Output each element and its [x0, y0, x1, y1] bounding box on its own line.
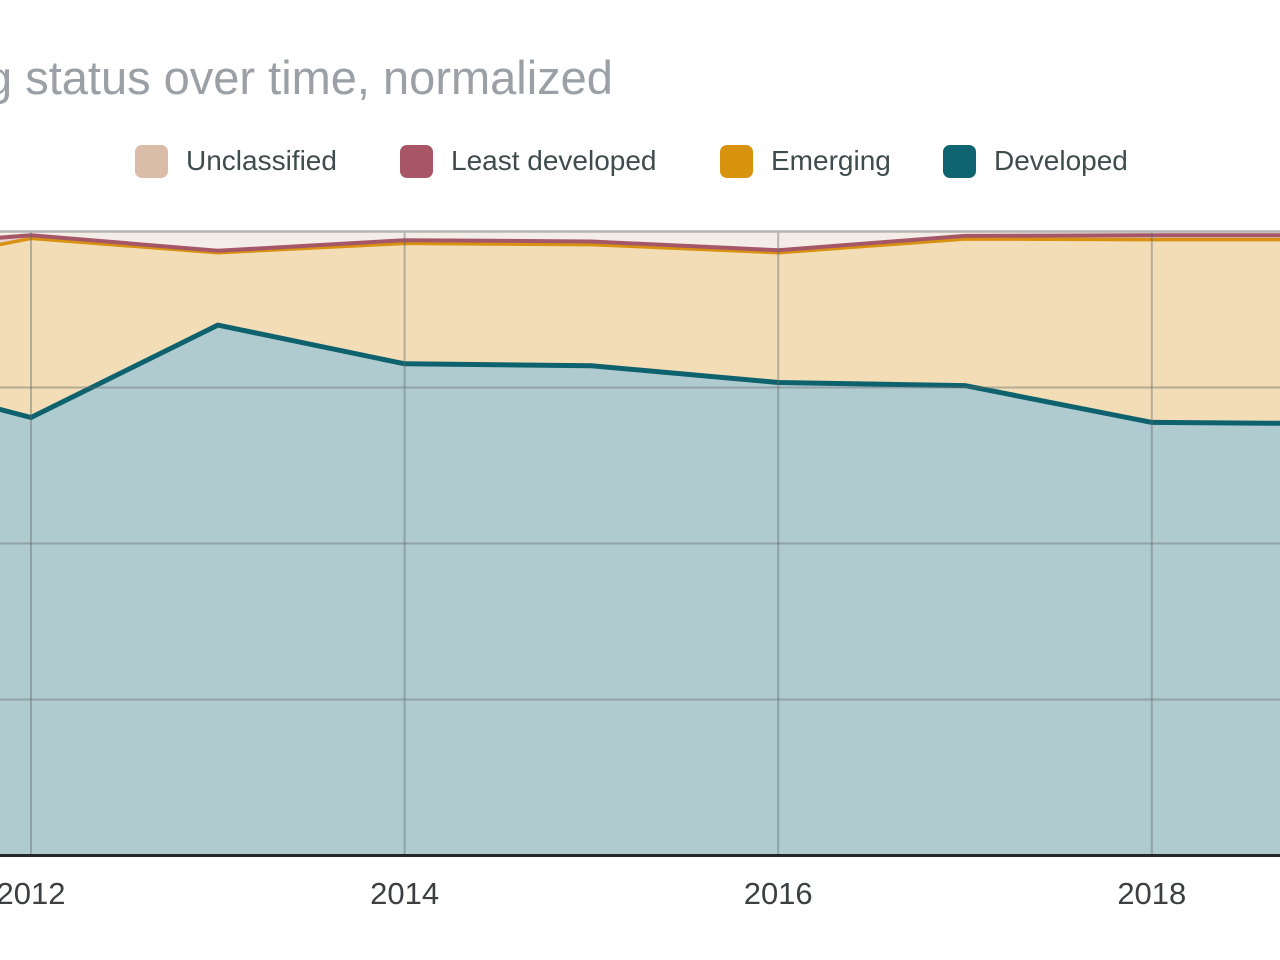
legend: Unclassified Least developed Emerging De…: [0, 143, 1280, 179]
legend-swatch-least-developed: [400, 144, 433, 178]
legend-item-emerging: Emerging: [720, 143, 891, 179]
legend-label-least-developed: Least developed: [451, 145, 657, 176]
x-tick-2016: 2016: [743, 876, 813, 911]
legend-label-developed: Developed: [994, 145, 1128, 176]
legend-swatch-developed: [943, 144, 976, 178]
legend-swatch-emerging: [720, 144, 753, 178]
x-tick-2012: 2012: [0, 876, 66, 911]
legend-item-unclassified: Unclassified: [135, 143, 337, 179]
legend-label-unclassified: Unclassified: [186, 145, 337, 176]
legend-item-developed: Developed: [943, 143, 1128, 179]
legend-swatch-unclassified: [135, 144, 168, 178]
x-tick-2018: 2018: [1117, 876, 1187, 911]
x-tick-2014: 2014: [370, 876, 440, 911]
legend-item-least-developed: Least developed: [400, 143, 657, 179]
legend-label-emerging: Emerging: [771, 145, 891, 176]
chart-title: g status over time, normalized: [0, 51, 613, 104]
